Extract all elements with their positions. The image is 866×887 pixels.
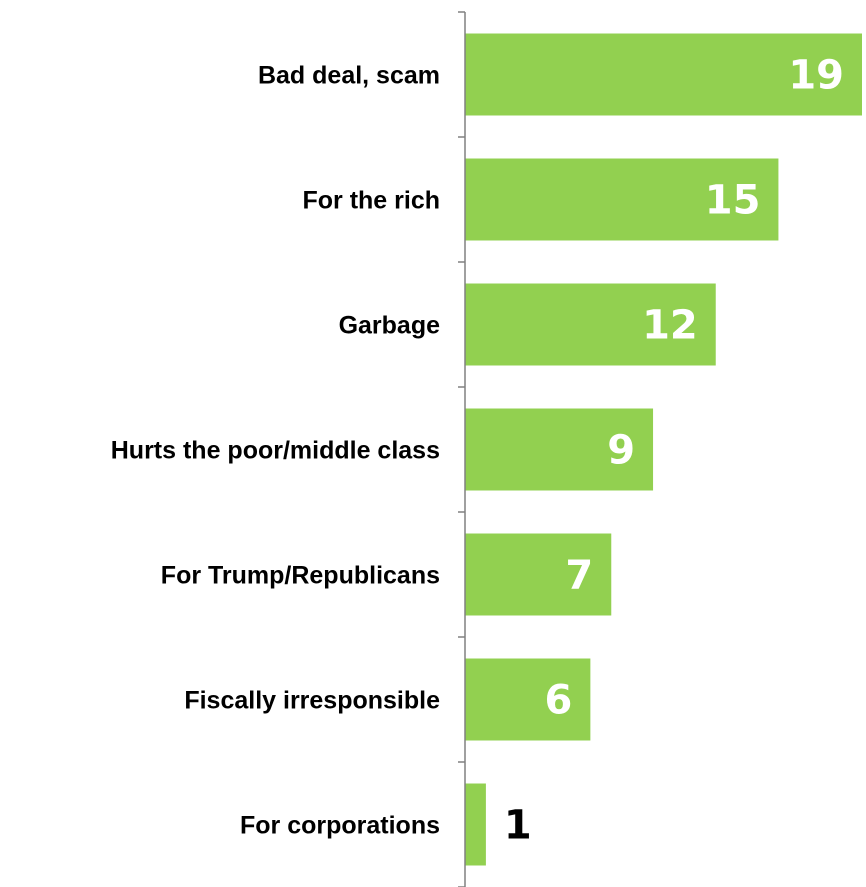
axis-ticks	[458, 11, 465, 887]
category-label: For Trump/Republicans	[161, 562, 440, 590]
bar	[465, 533, 612, 616]
category-labels: Bad deal, scam For the rich Garbage Hurts t…	[111, 62, 440, 840]
category-label: For the rich	[302, 187, 440, 215]
value-label: 19	[788, 53, 844, 99]
bars	[465, 33, 862, 866]
bar	[465, 658, 591, 741]
value-labels: 19 15 12 9 7 6 1	[504, 53, 844, 849]
bar	[465, 783, 486, 866]
value-label: 1	[504, 803, 532, 849]
category-label: Garbage	[339, 312, 441, 340]
bar	[465, 408, 654, 491]
value-label: 12	[642, 303, 698, 349]
value-label: 15	[705, 178, 761, 224]
bar	[465, 283, 716, 366]
value-label: 7	[565, 553, 593, 599]
bar	[465, 33, 862, 116]
value-label: 9	[607, 428, 635, 474]
value-label: 6	[545, 678, 573, 724]
category-label: For corporations	[240, 812, 440, 840]
category-label: Bad deal, scam	[258, 62, 440, 90]
category-label: Hurts the poor/middle class	[111, 437, 440, 465]
category-label: Fiscally irresponsible	[184, 687, 440, 715]
bar	[465, 158, 779, 241]
